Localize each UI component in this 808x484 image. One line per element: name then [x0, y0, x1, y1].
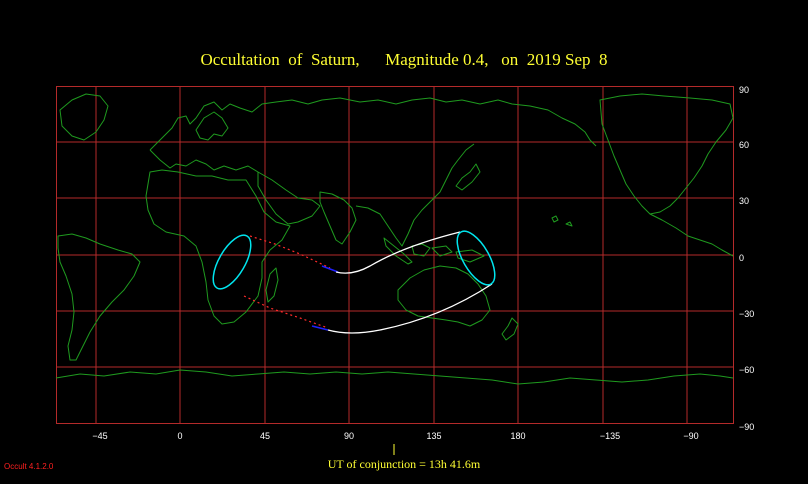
coastlines [55, 93, 734, 385]
lat-tick-label: 0 [739, 253, 744, 263]
scandinavia-coast [195, 111, 229, 141]
southern-track-highlight [311, 325, 329, 331]
north-america-coast [599, 93, 734, 215]
new-zealand-coast [501, 317, 519, 341]
lon-tick-label: −90 [683, 431, 698, 441]
south-america-coast [57, 233, 141, 361]
longitude-ticks: −45 0 45 90 135 180 −135 −90 [92, 431, 698, 441]
indonesia-islands [383, 237, 485, 265]
lat-tick-label: 60 [739, 140, 749, 150]
lat-tick-label: −90 [739, 422, 754, 432]
greenland-coast [59, 93, 109, 141]
eurasia-coast [149, 97, 597, 151]
southern-limit-line [327, 283, 493, 334]
central-america-coast [649, 213, 734, 257]
path-end-ellipse [456, 230, 496, 286]
africa-coast [145, 169, 291, 325]
japan-coast [455, 163, 481, 191]
map-grid [56, 86, 734, 424]
map-title: Occultation of Saturn, Magnitude 0.4, on… [200, 50, 608, 69]
lon-tick-label: 45 [260, 431, 270, 441]
pacific-islands [551, 215, 573, 227]
latitude-ticks: 90 60 30 0 −30 −60 −90 [739, 85, 754, 432]
northern-limit-line [335, 231, 461, 274]
northern-track-highlight [321, 265, 339, 273]
antarctica-coast [55, 369, 734, 385]
lat-tick-label: 90 [739, 85, 749, 95]
australia-coast [397, 265, 491, 327]
lon-tick-label: 135 [426, 431, 441, 441]
southern-track-dotted [243, 295, 329, 329]
arabia-coast [257, 171, 321, 225]
mediterranean-north-coast [149, 149, 259, 173]
lat-tick-label: −30 [739, 309, 754, 319]
version-label: Occult 4.1.2.0 [4, 462, 54, 471]
madagascar-coast [265, 267, 279, 303]
east-asia-coast [355, 143, 475, 247]
lon-tick-label: 90 [344, 431, 354, 441]
lon-tick-label: 180 [510, 431, 525, 441]
lon-tick-label: −135 [600, 431, 620, 441]
occultation-path [212, 230, 496, 334]
lon-tick-label: −45 [92, 431, 107, 441]
path-start-ellipse [212, 234, 252, 290]
lon-tick-label: 0 [177, 431, 182, 441]
india-coast [319, 191, 357, 245]
conjunction-time-label: UT of conjunction = 13h 41.6m [327, 457, 481, 471]
lat-tick-label: 30 [739, 196, 749, 206]
lat-tick-label: −60 [739, 365, 754, 375]
